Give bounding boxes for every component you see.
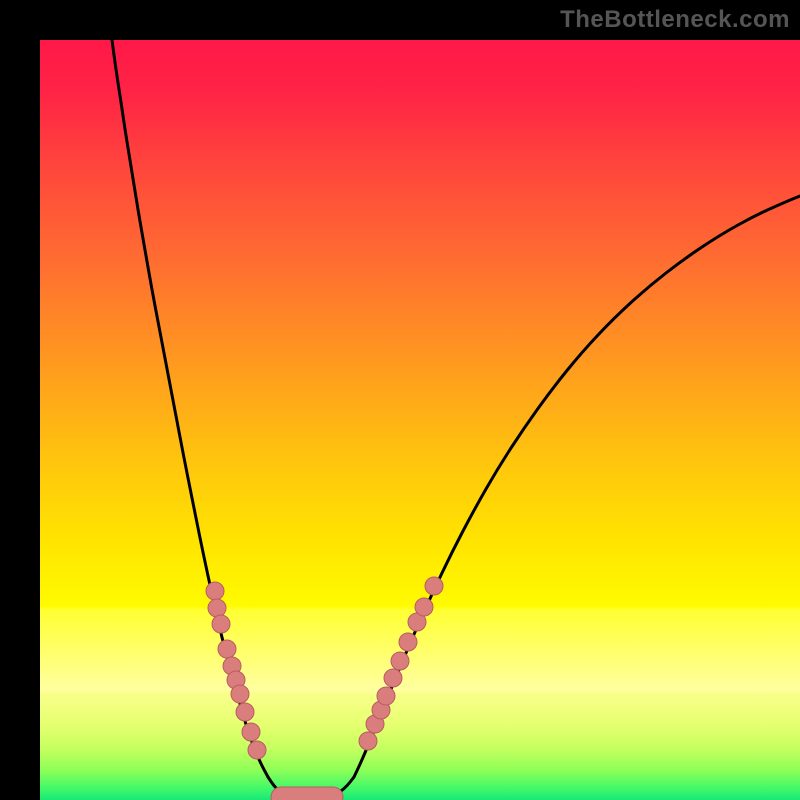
marker-cluster-left — [206, 582, 266, 759]
data-marker — [415, 598, 433, 616]
plot-area — [40, 40, 800, 800]
data-marker — [377, 687, 395, 705]
curve-left-line — [112, 40, 268, 777]
chart-svg — [40, 40, 800, 800]
data-marker — [384, 669, 402, 687]
marker-cluster-right — [359, 577, 443, 750]
data-marker — [242, 723, 260, 741]
watermark-text: TheBottleneck.com — [560, 6, 790, 34]
curve-right-line — [354, 196, 800, 777]
data-marker — [399, 633, 417, 651]
data-marker — [208, 599, 226, 617]
data-marker — [212, 615, 230, 633]
data-marker — [236, 703, 254, 721]
marker-cluster-trough — [271, 787, 343, 800]
data-marker — [218, 640, 236, 658]
data-marker — [248, 741, 266, 759]
data-marker — [231, 685, 249, 703]
data-marker — [391, 652, 409, 670]
data-marker — [425, 577, 443, 595]
trough-marker-pill — [271, 787, 343, 800]
data-marker — [359, 732, 377, 750]
data-marker — [206, 582, 224, 600]
